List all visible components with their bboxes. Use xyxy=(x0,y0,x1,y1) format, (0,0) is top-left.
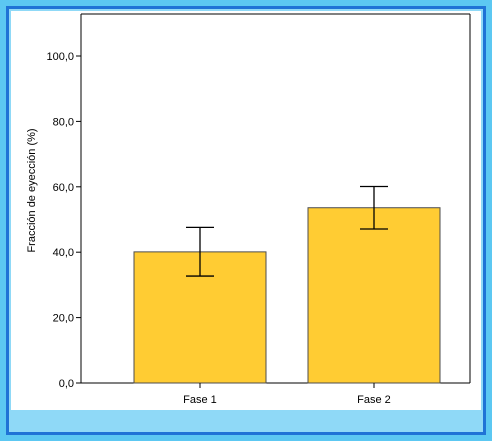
y-tick-label: 100,0 xyxy=(46,51,74,63)
bar xyxy=(307,207,441,384)
error-bars-group xyxy=(186,185,388,277)
x-tick-labels: Fase 1 Fase 2 xyxy=(183,383,391,406)
y-tick-label: 40,0 xyxy=(53,247,74,259)
bar-chart: 0,0 20,0 40,0 60,0 80,0 100,0 Fase 1 Fase 2 Fr… xyxy=(26,13,471,406)
plot-panel: 0,0 20,0 40,0 60,0 80,0 100,0 Fase 1 Fase 2 Fr… xyxy=(11,11,481,410)
y-tick-label: 60,0 xyxy=(53,182,74,194)
y-tick-label: 80,0 xyxy=(53,116,74,128)
y-axis-label: Fracción de eyección (%) xyxy=(26,128,38,252)
x-tick-label: Fase 1 xyxy=(183,394,217,406)
bars-group xyxy=(133,207,441,384)
x-tick-label: Fase 2 xyxy=(357,394,391,406)
y-tick-label: 20,0 xyxy=(53,313,74,325)
axes: 0,0 20,0 40,0 60,0 80,0 100,0 xyxy=(46,13,471,390)
y-tick-label: 0,0 xyxy=(59,378,74,390)
